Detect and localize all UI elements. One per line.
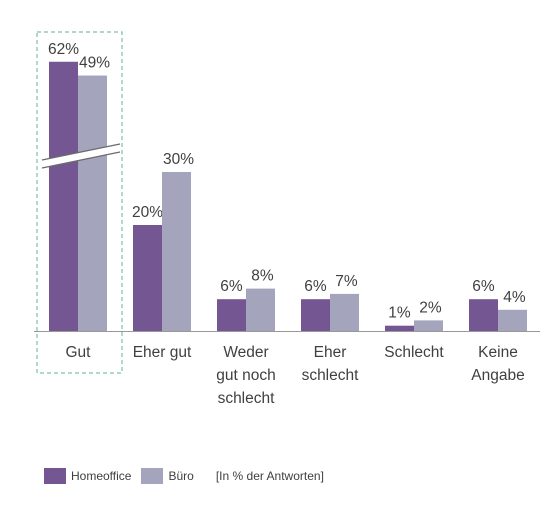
category-label-5-1: Angabe bbox=[471, 367, 524, 384]
data-label-homeoffice-1: 20% bbox=[132, 204, 163, 221]
highlight-box-gut bbox=[36, 31, 123, 374]
bar-homeoffice-4 bbox=[385, 325, 414, 331]
bar-homeoffice-0 bbox=[49, 61, 78, 331]
bar-buero-4 bbox=[414, 320, 443, 331]
bar-homeoffice-5 bbox=[469, 299, 498, 331]
data-label-buero-2: 8% bbox=[251, 268, 274, 285]
data-label-buero-4: 2% bbox=[419, 299, 442, 316]
legend-item-buero: Büro bbox=[141, 468, 194, 484]
legend-swatch-homeoffice bbox=[44, 468, 66, 484]
legend-label-homeoffice: Homeoffice bbox=[71, 469, 132, 483]
bar-homeoffice-2 bbox=[217, 299, 246, 331]
data-label-homeoffice-5: 6% bbox=[472, 278, 495, 295]
bar-buero-1 bbox=[162, 172, 191, 331]
bar-buero-3 bbox=[330, 293, 359, 331]
data-label-homeoffice-2: 6% bbox=[220, 278, 243, 295]
bar-buero-0 bbox=[78, 75, 107, 331]
data-label-homeoffice-3: 6% bbox=[304, 278, 327, 295]
data-label-buero-1: 30% bbox=[163, 151, 194, 168]
data-label-buero-5: 4% bbox=[503, 289, 526, 306]
category-label-1-0: Eher gut bbox=[133, 344, 192, 361]
legend-note: [In % der Antworten] bbox=[215, 469, 324, 483]
axis-break-gap bbox=[42, 144, 120, 168]
bar-homeoffice-3 bbox=[301, 299, 330, 331]
axis-break-line-top bbox=[41, 143, 121, 161]
category-label-3-1: schlecht bbox=[302, 367, 360, 384]
data-label-buero-3: 7% bbox=[335, 273, 358, 290]
category-label-2-0: Weder bbox=[223, 344, 268, 361]
category-label-0-0: Gut bbox=[66, 344, 92, 361]
category-label-2-2: schlecht bbox=[218, 390, 276, 407]
category-label-2-1: gut noch bbox=[216, 367, 275, 384]
category-label-4-0: Schlecht bbox=[384, 344, 444, 361]
legend-label-buero: Büro bbox=[168, 469, 194, 483]
bar-buero-5 bbox=[498, 309, 527, 331]
bar-buero-2 bbox=[246, 288, 275, 331]
data-label-homeoffice-4: 1% bbox=[388, 305, 411, 322]
data-label-buero-0: 49% bbox=[79, 55, 110, 72]
legend-swatch-buero bbox=[141, 468, 164, 484]
category-label-3-0: Eher bbox=[314, 344, 347, 361]
bar-homeoffice-1 bbox=[133, 225, 162, 331]
data-label-homeoffice-0: 62% bbox=[48, 41, 79, 58]
legend-item-homeoffice: Homeoffice bbox=[44, 468, 131, 484]
category-label-5-0: Keine bbox=[478, 344, 518, 361]
legend: Homeoffice Büro [In % der Antworten] bbox=[44, 466, 324, 486]
axis-break-line-bottom bbox=[41, 151, 121, 169]
